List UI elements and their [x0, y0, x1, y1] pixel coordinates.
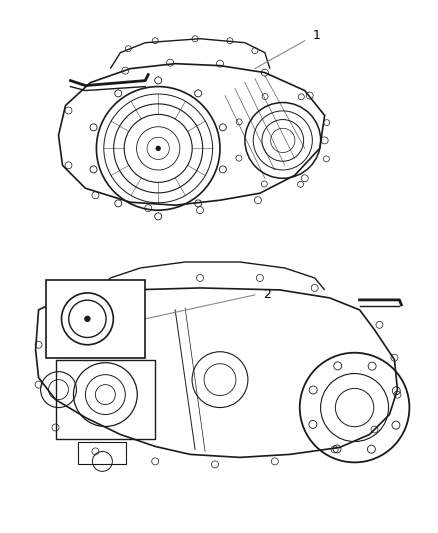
- Circle shape: [154, 144, 162, 152]
- Text: 2: 2: [263, 288, 271, 301]
- Circle shape: [85, 317, 90, 321]
- Bar: [46, 280, 145, 358]
- Circle shape: [156, 147, 160, 150]
- Bar: [56, 360, 155, 439]
- Text: 1: 1: [313, 29, 321, 42]
- Bar: [78, 442, 126, 464]
